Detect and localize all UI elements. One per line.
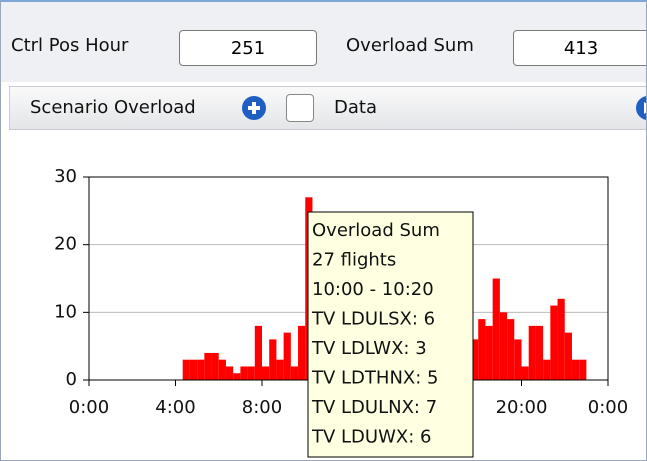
bar [225, 366, 234, 380]
bar [269, 339, 277, 380]
next-icon[interactable] [635, 95, 647, 121]
bar [298, 325, 306, 380]
bar [521, 366, 529, 380]
input[interactable]: 251 [179, 30, 317, 66]
y-tick-label: 10 [54, 301, 77, 322]
bar [240, 366, 248, 380]
checkbox[interactable] [286, 94, 314, 122]
tooltip-line: 27 flights [312, 250, 396, 271]
bar [514, 339, 522, 380]
bar [262, 366, 270, 380]
bar [233, 373, 241, 380]
y-tick-label: 0 [66, 369, 77, 390]
add-icon[interactable] [241, 95, 267, 121]
tooltip-box [307, 211, 474, 458]
bar [507, 319, 515, 380]
bar [571, 359, 580, 380]
tooltip-line: Overload Sum [312, 220, 440, 241]
y-tick-label: 30 [54, 166, 77, 187]
bar [499, 312, 508, 380]
x-tick-label: 20:00 [496, 397, 548, 418]
tooltip-line: TV LDULSX: 6 [311, 309, 435, 330]
x-tick-label: 4:00 [155, 397, 195, 418]
subbar: Scenario Overload Data [9, 86, 647, 130]
bar [211, 352, 219, 380]
bar [492, 278, 500, 380]
bar [579, 359, 587, 380]
bar [218, 359, 226, 380]
tooltip-line: 10:00 - 10:20 [312, 279, 434, 300]
label: Data [334, 97, 377, 118]
bar [197, 359, 205, 380]
y-tick-label: 20 [54, 234, 77, 255]
label: Scenario Overload [30, 97, 196, 118]
bar [564, 332, 572, 380]
tooltip-line: TV LDTHNX: 5 [311, 368, 438, 389]
bar [528, 325, 536, 380]
bar [485, 325, 493, 380]
bar [543, 359, 551, 380]
tooltip-line: TV LDLWX: 3 [311, 338, 427, 359]
x-tick-label: 8:00 [242, 397, 282, 418]
bar [283, 332, 291, 380]
bar [478, 319, 486, 380]
bar [276, 359, 284, 380]
bar [471, 339, 479, 380]
bar [550, 305, 558, 380]
bar [254, 325, 262, 380]
tooltip-line: TV LDULNX: 7 [311, 397, 437, 418]
bar [535, 325, 544, 380]
bar [204, 352, 212, 380]
bar [182, 359, 190, 380]
bar [189, 359, 198, 380]
tooltip-line: TV LDUWX: 6 [311, 427, 431, 448]
label: Overload Sum [346, 35, 474, 56]
x-tick-label: 0:00 [69, 397, 109, 418]
toolbar: Ctrl Pos Hour 251 Overload Sum 413 [1, 2, 646, 82]
bar [247, 366, 255, 380]
input[interactable]: 413 [513, 30, 646, 66]
bar [290, 366, 299, 380]
label: Ctrl Pos Hour [11, 35, 129, 56]
bar [557, 298, 565, 380]
x-tick-label: 0:00 [588, 397, 628, 418]
